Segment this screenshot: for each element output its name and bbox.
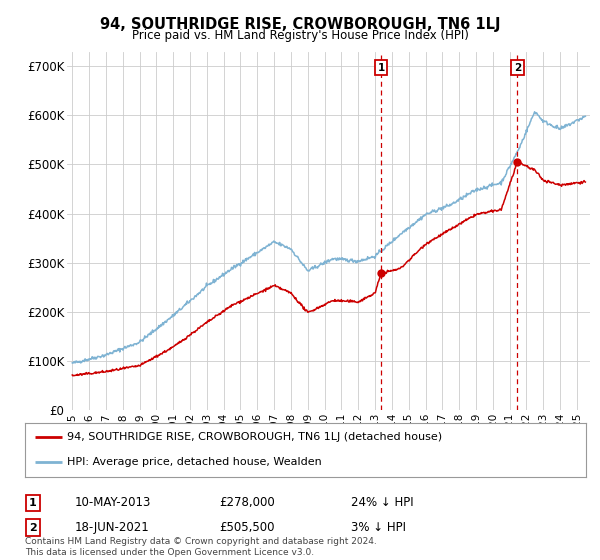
Text: Contains HM Land Registry data © Crown copyright and database right 2024.
This d: Contains HM Land Registry data © Crown c… — [25, 537, 377, 557]
Text: 2: 2 — [514, 63, 521, 73]
Text: 10-MAY-2013: 10-MAY-2013 — [75, 496, 151, 510]
Text: 94, SOUTHRIDGE RISE, CROWBOROUGH, TN6 1LJ: 94, SOUTHRIDGE RISE, CROWBOROUGH, TN6 1L… — [100, 17, 500, 32]
Text: 94, SOUTHRIDGE RISE, CROWBOROUGH, TN6 1LJ (detached house): 94, SOUTHRIDGE RISE, CROWBOROUGH, TN6 1L… — [67, 432, 442, 442]
Text: Price paid vs. HM Land Registry's House Price Index (HPI): Price paid vs. HM Land Registry's House … — [131, 29, 469, 42]
Text: 2: 2 — [29, 522, 37, 533]
Text: £278,000: £278,000 — [219, 496, 275, 510]
Text: 3% ↓ HPI: 3% ↓ HPI — [351, 521, 406, 534]
Text: HPI: Average price, detached house, Wealden: HPI: Average price, detached house, Weal… — [67, 458, 322, 468]
Text: 18-JUN-2021: 18-JUN-2021 — [75, 521, 150, 534]
Text: 1: 1 — [377, 63, 385, 73]
Text: 24% ↓ HPI: 24% ↓ HPI — [351, 496, 413, 510]
Text: £505,500: £505,500 — [219, 521, 275, 534]
Text: 1: 1 — [29, 498, 37, 508]
